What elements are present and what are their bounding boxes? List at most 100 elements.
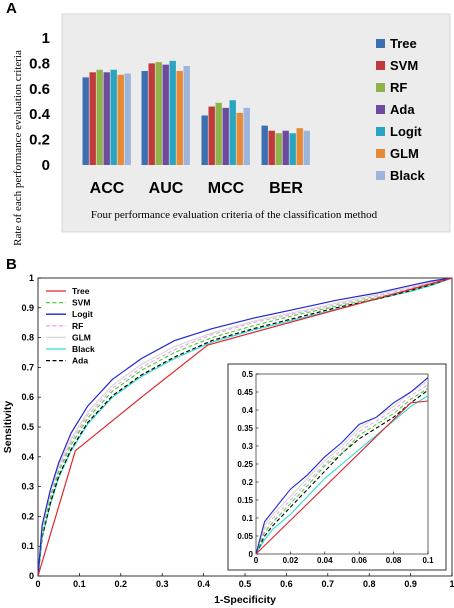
bar-svm-ber — [268, 130, 275, 165]
bar-tree-auc — [141, 71, 148, 165]
roc-x-tick-label: 0.5 — [239, 579, 252, 589]
bar-category-label: ACC — [90, 180, 125, 197]
legend-swatch-tree — [376, 39, 385, 48]
roc-curve-logit — [37, 277, 453, 577]
roc-y-tick-label: 0.7 — [21, 362, 34, 372]
bar-y-tick-label: 0.6 — [29, 81, 50, 98]
roc-x-tick-label: 0 — [35, 579, 40, 589]
bar-black-ber — [303, 130, 310, 165]
roc-y-tick-label: 0.9 — [21, 303, 34, 313]
inset-y-tick-label: 0.1 — [242, 514, 254, 523]
bar-svm-mcc — [208, 106, 215, 165]
roc-curve-glm — [37, 277, 453, 577]
roc-curve-rf — [37, 277, 453, 577]
inset-x-tick-label: 0 — [254, 556, 259, 565]
legend-label-glm: GLM — [390, 146, 419, 161]
roc-x-tick-label: 0.6 — [280, 579, 293, 589]
bar-chart-bars — [82, 60, 310, 165]
bar-glm-auc — [176, 71, 183, 165]
roc-legend-label-tree: Tree — [72, 286, 90, 296]
legend-label-tree: Tree — [390, 36, 417, 51]
inset-y-tick-label: 0.35 — [237, 424, 253, 433]
bar-category-label: BER — [269, 180, 303, 197]
bar-y-tick-label: 0.4 — [29, 106, 51, 123]
bar-logit-mcc — [229, 100, 236, 165]
inset-curve-ada — [255, 389, 429, 555]
roc-legend-label-black: Black — [72, 344, 95, 354]
legend-swatch-black — [376, 171, 385, 180]
roc-legend-label-logit: Logit — [72, 309, 93, 319]
roc-chart-panel: 0 0.1 0.2 0.3 0.4 0.5 0.6 0.7 0.8 0.9 1 0 0.1 0.2 0.3 0… — [2, 273, 454, 606]
roc-y-tick-label: 0.2 — [21, 511, 34, 521]
bar-black-auc — [183, 65, 190, 165]
inset-y-tick-label: 0.4 — [242, 406, 254, 415]
inset-x-tick-label: 0.02 — [283, 556, 299, 565]
legend-label-svm: SVM — [390, 58, 418, 73]
inset-curve-logit — [255, 377, 429, 555]
bar-tree-mcc — [201, 115, 208, 165]
inset-x-tick-label: 0.04 — [317, 556, 333, 565]
legend-label-ada: Ada — [390, 102, 415, 117]
bar-chart-x-label: Four performance evaluation criteria of … — [91, 209, 378, 221]
bar-tree-acc — [82, 77, 89, 165]
roc-x-tick-label: 0.4 — [197, 579, 210, 589]
bar-rf-ber — [275, 133, 282, 165]
roc-x-tick-label: 0.3 — [156, 579, 169, 589]
bar-glm-acc — [117, 74, 124, 165]
roc-legend-label-svm: SVM — [72, 298, 90, 308]
roc-x-tick-label: 0.7 — [322, 579, 335, 589]
bar-y-tick-label: 0.8 — [29, 55, 50, 72]
legend-swatch-svm — [376, 61, 385, 70]
inset-y-tick-label: 0.2 — [242, 478, 254, 487]
roc-y-tick-label: 0.6 — [21, 392, 34, 402]
roc-x-tick-label: 1 — [449, 579, 454, 589]
inset-curve-rf — [255, 384, 429, 555]
roc-curves — [37, 277, 453, 577]
bar-chart-categories: ACC AUC MCC BER — [90, 180, 304, 197]
roc-legend-label-rf: RF — [72, 321, 83, 331]
legend-label-logit: Logit — [390, 124, 422, 139]
inset-x-tick-label: 0.06 — [351, 556, 367, 565]
panel-a-label: A — [6, 0, 17, 17]
inset-y-tick-label: 0.25 — [237, 460, 253, 469]
roc-x-tick-label: 0.9 — [404, 579, 417, 589]
roc-x-tick-label: 0.8 — [363, 579, 376, 589]
roc-x-tick-label: 0.1 — [73, 579, 86, 589]
bar-chart-y-ticks: 1 0.8 0.6 0.4 0.2 0 — [29, 30, 51, 174]
inset-y-tick-label: 0.5 — [242, 370, 254, 379]
bar-chart-panel: 1 0.8 0.6 0.4 0.2 0 ACC AUC MCC BER Tree SVM RF Ada… — [12, 13, 451, 246]
bar-glm-mcc — [236, 112, 243, 165]
panel-b-label: B — [6, 256, 17, 273]
bar-ada-mcc — [222, 107, 229, 165]
bar-y-tick-label: 1 — [42, 30, 50, 47]
inset-curve-glm — [255, 380, 429, 555]
roc-y-tick-label: 0.3 — [21, 482, 34, 492]
bar-black-mcc — [243, 107, 250, 165]
inset-y-tick-label: 0.45 — [237, 388, 253, 397]
bar-glm-ber — [296, 128, 303, 165]
legend-label-black: Black — [390, 168, 425, 183]
roc-x-label: 1-Specificity — [214, 594, 276, 606]
bar-logit-ber — [289, 133, 296, 165]
inset-curve-black — [255, 395, 429, 555]
inset-x-tick-label: 0.1 — [422, 556, 434, 565]
roc-y-tick-label: 0.1 — [21, 541, 34, 551]
inset-x-tick-label: 0.08 — [386, 556, 402, 565]
bar-ada-acc — [103, 72, 110, 165]
inset-y-tick-label: 0.15 — [237, 496, 253, 505]
roc-y-tick-label: 1 — [29, 273, 34, 283]
bar-chart-y-label: Rate of each performance evaluation crit… — [12, 50, 24, 246]
inset-curve-tree — [255, 400, 429, 555]
bar-rf-auc — [155, 62, 162, 165]
legend-swatch-rf — [376, 83, 385, 92]
inset-curve-svm — [255, 387, 429, 555]
roc-inset: 0 0.02 0.04 0.06 0.08 0.1 0 0.05 0.1 0.15 0.2 0.25 0… — [227, 363, 447, 571]
bar-y-tick-label: 0 — [42, 157, 50, 174]
bar-logit-acc — [110, 69, 117, 165]
bar-logit-auc — [169, 60, 176, 165]
roc-x-tick-label: 0.2 — [115, 579, 128, 589]
bar-y-tick-label: 0.2 — [29, 132, 50, 149]
legend-swatch-ada — [376, 105, 385, 114]
inset-y-tick-label: 0 — [249, 550, 254, 559]
